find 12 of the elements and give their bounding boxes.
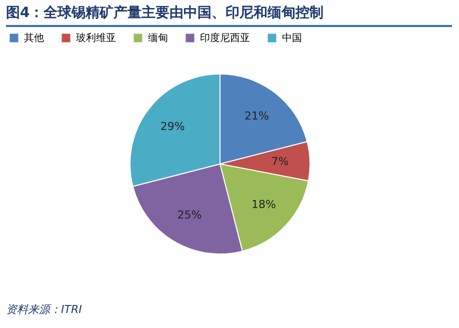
data-label: 29%: [160, 120, 185, 134]
data-label: 25%: [177, 208, 202, 222]
legend-label: 印度尼西亚: [200, 32, 250, 44]
legend-label: 中国: [282, 32, 302, 44]
data-label: 21%: [244, 110, 269, 123]
text: 资料来源：ITRI: [6, 302, 82, 317]
data-label: 18%: [252, 198, 276, 212]
legend-label: 其他: [24, 32, 44, 44]
legend-label: 缅甸: [148, 32, 168, 44]
legend-label: 玻利维亚: [76, 32, 116, 44]
chart-title: 图4：全球锡精矿产量主要由中国、印尼和缅甸控制: [6, 4, 452, 27]
data-label: 7%: [271, 155, 289, 168]
